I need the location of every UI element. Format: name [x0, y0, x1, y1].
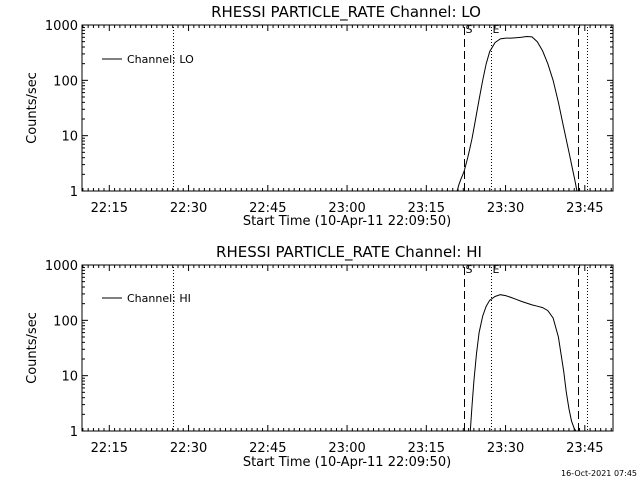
time-marker-label: S	[466, 263, 473, 276]
panel-lo-title: RHESSI PARTICLE_RATE Channel: LO	[211, 3, 481, 22]
panel-hi-legend: Channel: HI	[102, 292, 191, 305]
panel-lo-y-ticks: 1 10 100 1000	[45, 19, 613, 200]
x-tick-label: 23:45	[566, 201, 603, 216]
y-tick-label: 100	[53, 74, 78, 89]
panel-lo-legend: Channel: LO	[102, 53, 194, 66]
y-tick-label: 1	[70, 425, 78, 440]
y-tick-label: 10	[61, 370, 78, 385]
panel-hi-title: RHESSI PARTICLE_RATE Channel: HI	[216, 243, 482, 262]
panel-lo: RHESSI PARTICLE_RATE Channel: LO 1101001…	[25, 3, 614, 229]
x-tick-label: 23:15	[408, 201, 445, 216]
x-tick-label: 22:45	[249, 441, 286, 456]
x-tick-label: 23:15	[408, 441, 445, 456]
x-tick-label: 23:30	[487, 441, 524, 456]
x-tick-label: 22:45	[249, 201, 286, 216]
panel-lo-ylabel: Counts/sec	[25, 72, 40, 144]
series-line-lo	[456, 35, 578, 192]
series-line-hi	[469, 294, 577, 432]
panel-hi-x-ticks: 22:15 22:30 22:45 23:00 23:15 23:30 23:45	[82, 265, 612, 456]
x-tick-label: 23:00	[328, 441, 365, 456]
y-tick-label: 1000	[45, 259, 78, 274]
x-tick-label: 22:15	[91, 441, 128, 456]
panel-hi-y-ticks: 1 10 100 1000	[45, 259, 613, 440]
legend-label-hi: Channel: HI	[127, 292, 191, 305]
legend-label-lo: Channel: LO	[127, 53, 194, 66]
x-tick-label: 23:00	[328, 201, 365, 216]
y-tick-label: 1	[70, 185, 78, 200]
panel-lo-x-ticks: 22:15 22:30 22:45 23:00 23:15 23:30 23:45	[82, 25, 612, 216]
x-tick-label: 23:45	[566, 441, 603, 456]
time-marker-label: S	[466, 23, 473, 36]
x-tick-label: 22:30	[170, 201, 207, 216]
panel-hi: RHESSI PARTICLE_RATE Channel: HI 1101001…	[25, 243, 614, 470]
time-marker-label: E	[493, 263, 500, 276]
panel-hi-ylabel: Counts/sec	[25, 312, 40, 384]
time-marker-label: E	[493, 23, 500, 36]
footer-timestamp: 16-Oct-2021 07:45	[561, 469, 637, 478]
x-tick-label: 22:15	[91, 201, 128, 216]
y-tick-label: 10	[61, 130, 78, 145]
panel-lo-xlabel: Start Time (10-Apr-11 22:09:50)	[243, 214, 451, 229]
y-tick-label: 1000	[45, 19, 78, 34]
x-tick-label: 23:30	[487, 201, 524, 216]
y-tick-label: 100	[53, 314, 78, 329]
panel-hi-xlabel: Start Time (10-Apr-11 22:09:50)	[243, 455, 451, 470]
x-tick-label: 22:30	[170, 441, 207, 456]
